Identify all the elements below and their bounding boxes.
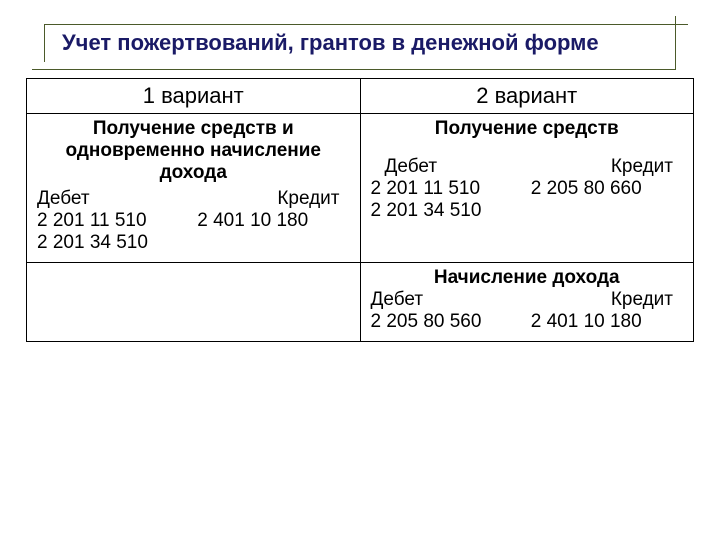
r1c1-credit-line: 2 401 10 180 [197, 210, 349, 232]
r2c2-debit-label: Дебет [371, 289, 522, 311]
r1c1-credit-label: Кредит [188, 188, 349, 210]
r1c1-debit-line: 2 201 11 510 [37, 210, 189, 232]
header-variant-2: 2 вариант [360, 79, 694, 114]
r1c1-debit-line: 2 201 34 510 [37, 232, 189, 254]
r1c2-debit-label: Дебет [371, 156, 529, 178]
r1c2-debit-line: 2 201 34 510 [371, 200, 523, 222]
r2c2-debit-line: 2 205 80 560 [371, 311, 523, 333]
r1c1-heading: Получение средств и одновременно начисле… [37, 118, 350, 184]
cell-r1-c1: Получение средств и одновременно начисле… [27, 114, 361, 263]
r1c1-debit-label: Дебет [37, 188, 188, 210]
cell-r2-c1 [27, 263, 361, 342]
cell-r2-c2: Начисление дохода Дебет Кредит 2 205 80 … [360, 263, 694, 342]
r1c2-credit-label: Кредит [529, 156, 683, 178]
r2c2-credit-label: Кредит [522, 289, 683, 311]
slide-title: Учет пожертвований, грантов в денежной ф… [54, 30, 682, 56]
r2c2-credit-line: 2 401 10 180 [531, 311, 683, 333]
header-variant-1: 1 вариант [27, 79, 361, 114]
r2c2-heading: Начисление дохода [371, 267, 684, 289]
cell-r1-c2: Получение средств Дебет Кредит 2 201 11 … [360, 114, 694, 263]
r1c2-debit-line: 2 201 11 510 [371, 178, 523, 200]
accounting-table: 1 вариант 2 вариант Получение средств и … [26, 78, 694, 342]
r1c2-credit-line: 2 205 80 660 [531, 178, 683, 200]
r1c2-heading: Получение средств [371, 118, 684, 140]
